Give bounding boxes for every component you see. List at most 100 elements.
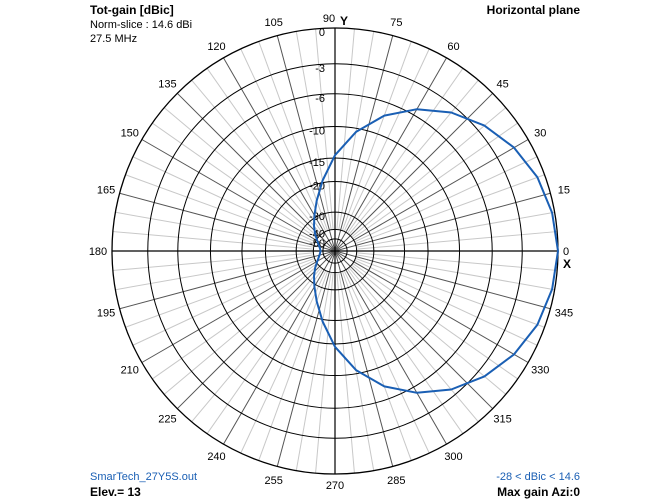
minor-spoke <box>343 270 430 454</box>
minor-spoke <box>125 258 315 328</box>
angle-tick-label: 165 <box>97 185 115 197</box>
x-axis-label: X <box>563 257 571 271</box>
radial-tick-label: -50 <box>309 238 325 250</box>
major-spoke <box>176 92 336 252</box>
angle-tick-label: 60 <box>447 41 459 53</box>
minor-spoke <box>356 231 558 250</box>
major-spoke <box>141 139 336 252</box>
minor-spoke <box>355 258 545 328</box>
minor-spoke <box>354 259 538 346</box>
minor-spoke <box>347 268 464 434</box>
angle-tick-label: 300 <box>444 451 462 463</box>
angle-tick-label: 105 <box>264 17 282 29</box>
major-spoke <box>334 250 394 467</box>
major-spoke <box>141 250 336 363</box>
minor-spoke <box>132 156 316 243</box>
minor-spoke <box>351 107 507 238</box>
minor-spoke <box>191 267 322 423</box>
minor-spoke <box>356 254 555 291</box>
angle-tick-label: 120 <box>207 41 225 53</box>
minor-spoke <box>338 31 375 230</box>
minor-spoke <box>352 263 518 380</box>
minor-spoke <box>163 264 319 395</box>
minor-spoke <box>240 270 327 454</box>
major-spoke <box>334 35 394 252</box>
angle-tick-label: 195 <box>97 307 115 319</box>
major-spoke <box>334 57 447 252</box>
angle-tick-label: 315 <box>493 414 511 426</box>
minor-spoke <box>336 28 355 230</box>
major-spoke <box>119 192 336 252</box>
angle-tick-label: 150 <box>121 128 139 140</box>
angle-tick-label: 240 <box>207 451 225 463</box>
minor-spoke <box>342 41 412 231</box>
major-spoke <box>334 250 551 310</box>
minor-spoke <box>240 48 327 232</box>
elevation-label: Elev.= 13 <box>90 485 141 499</box>
file-name-label: SmarTech_27Y5S.out <box>90 471 198 483</box>
minor-spoke <box>352 122 518 239</box>
major-spoke <box>334 250 494 410</box>
frequency-label: 27.5 MHz <box>90 33 138 45</box>
minor-spoke <box>152 122 318 239</box>
minor-spoke <box>356 211 555 248</box>
major-spoke <box>334 192 551 252</box>
minor-spoke <box>112 252 314 271</box>
max-gain-label: Max gain Azi:0 <box>497 485 580 499</box>
minor-spoke <box>115 211 314 248</box>
angle-tick-label: 285 <box>387 475 405 487</box>
minor-spoke <box>132 259 316 346</box>
minor-spoke <box>338 272 375 471</box>
angle-tick-label: 180 <box>89 246 107 258</box>
minor-spoke <box>258 41 328 231</box>
angle-tick-label: 30 <box>534 128 546 140</box>
minor-spoke <box>351 264 507 395</box>
angle-tick-label: 270 <box>326 480 344 492</box>
angle-tick-label: 330 <box>531 365 549 377</box>
minor-spoke <box>206 68 323 234</box>
radial-tick-label: -10 <box>309 125 325 137</box>
minor-spoke <box>343 48 430 232</box>
major-spoke <box>276 250 336 467</box>
minor-spoke <box>348 79 479 235</box>
norm-slice-label: Norm-slice : 14.6 dBi <box>90 19 193 31</box>
gain-range-label: -28 < dBic < 14.6 <box>496 471 580 483</box>
minor-spoke <box>315 272 334 474</box>
angle-tick-label: 345 <box>555 307 573 319</box>
angle-tick-label: 225 <box>158 414 176 426</box>
radial-tick-label: -40 <box>309 228 325 240</box>
minor-spoke <box>354 156 538 243</box>
major-spoke <box>276 35 336 252</box>
angle-tick-label: 75 <box>390 17 402 29</box>
angle-tick-label: 90 <box>323 13 335 25</box>
major-spoke <box>119 250 336 310</box>
minor-spoke <box>295 31 332 230</box>
y-axis-label: Y <box>340 14 348 28</box>
radial-tick-label: -30 <box>309 211 325 223</box>
major-spoke <box>334 250 447 445</box>
minor-spoke <box>347 68 464 234</box>
minor-spoke <box>355 174 545 244</box>
minor-spoke <box>356 252 558 271</box>
major-spoke <box>334 139 529 252</box>
radial-tick-label: -3 <box>315 63 325 75</box>
minor-spoke <box>315 28 334 230</box>
minor-spoke <box>191 79 322 235</box>
major-spoke <box>223 57 336 252</box>
angle-tick-label: 135 <box>158 78 176 90</box>
major-spoke <box>334 92 494 252</box>
pattern-trace <box>313 108 559 394</box>
major-spoke <box>223 250 336 445</box>
minor-spoke <box>115 254 314 291</box>
chart-title: Tot-gain [dBic] <box>90 3 174 17</box>
angle-tick-label: 45 <box>496 78 508 90</box>
angle-tick-label: 0 <box>563 246 569 258</box>
minor-spoke <box>125 174 315 244</box>
major-spoke <box>334 250 529 363</box>
minor-spoke <box>348 267 479 423</box>
minor-spoke <box>206 268 323 434</box>
angle-tick-label: 15 <box>558 185 570 197</box>
radial-tick-label: -15 <box>309 157 325 169</box>
minor-spoke <box>152 263 318 380</box>
minor-spoke <box>336 272 355 474</box>
